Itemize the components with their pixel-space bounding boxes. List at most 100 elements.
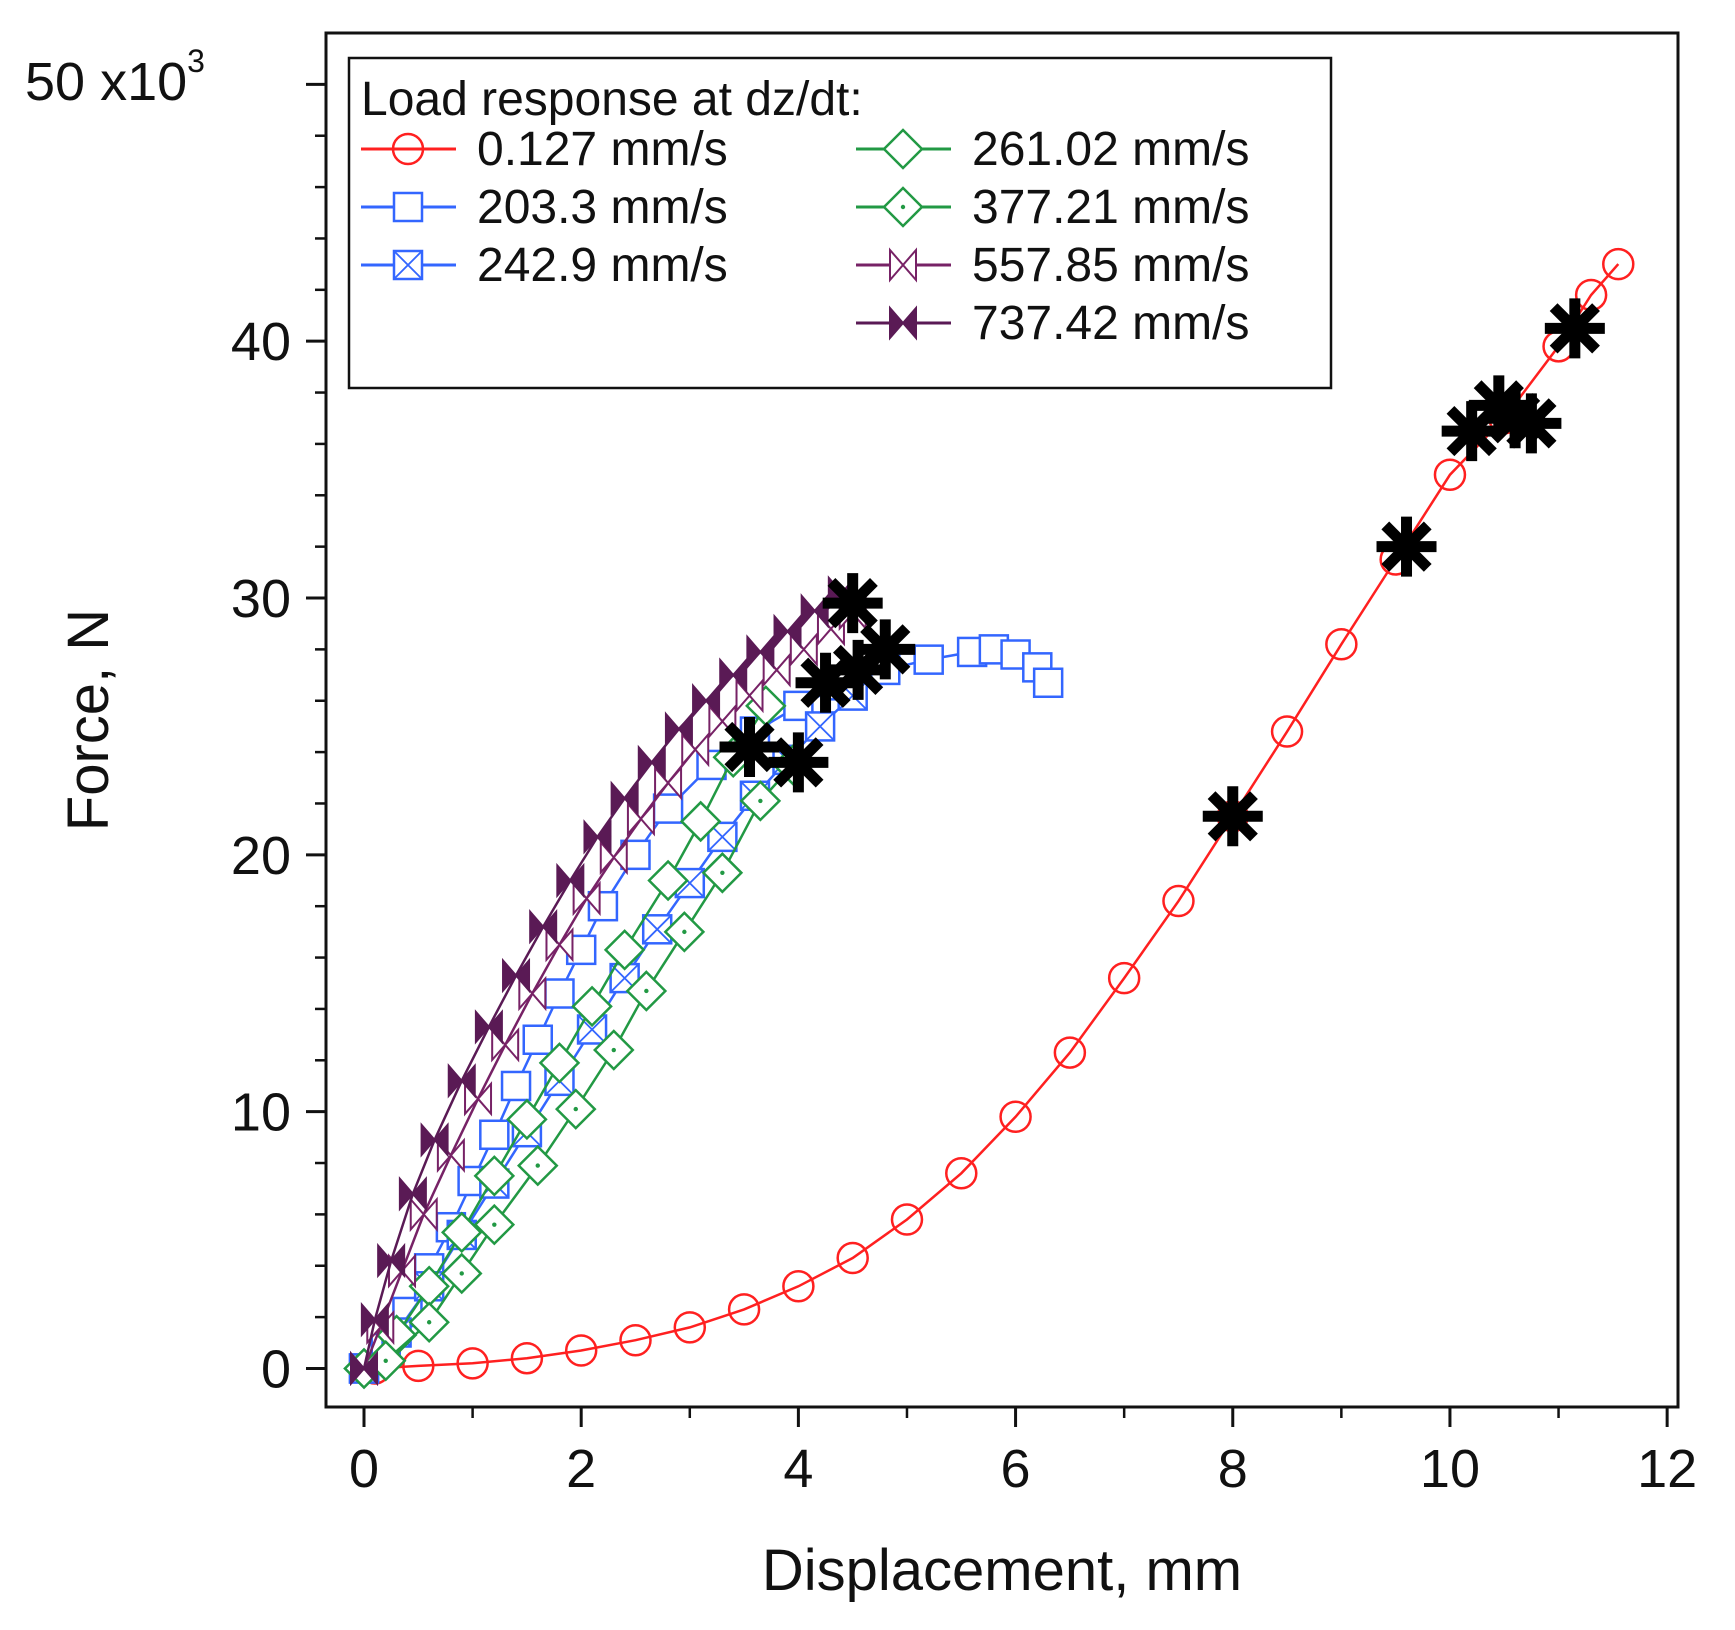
- data-point: [510, 1341, 544, 1375]
- data-point: [1107, 961, 1141, 995]
- x-tick-label: 8: [1218, 1439, 1248, 1499]
- x-axis-title: Displacement, mm: [762, 1538, 1242, 1603]
- data-point: [1053, 1036, 1087, 1069]
- axis-layer: 0 2 4 6 8 10 12 0 10 20 30 40: [231, 82, 1697, 1499]
- data-point: [999, 1100, 1032, 1134]
- data-point: [654, 765, 683, 801]
- series-1: [358, 247, 1635, 1385]
- data-point: [603, 929, 646, 971]
- data-point: [516, 1144, 559, 1187]
- data-point: [1162, 884, 1195, 918]
- y-axis-scale-label: 50 x103: [25, 43, 205, 112]
- data-point: [739, 780, 782, 822]
- y-tick-label: 30: [231, 569, 291, 629]
- legend-item: 0.127 mm/s: [361, 123, 728, 176]
- y-tick-label: 10: [231, 1083, 291, 1143]
- legend-item: 377.21 mm/s: [856, 181, 1249, 234]
- data-point: [544, 978, 575, 1009]
- failure-markers: [719, 298, 1605, 847]
- data-point: [626, 801, 655, 837]
- legend-swatch-marker: [392, 249, 424, 281]
- data-point: [804, 711, 836, 742]
- x-tick-label: 6: [1001, 1439, 1031, 1499]
- legend-item: 737.42 mm/s: [856, 297, 1249, 350]
- data-point: [538, 1042, 581, 1084]
- data-point: [913, 644, 944, 675]
- data-point: [500, 1070, 532, 1102]
- data-point: [556, 862, 585, 899]
- data-point: [681, 731, 710, 768]
- data-point: [377, 1242, 406, 1279]
- data-point: [664, 711, 693, 747]
- data-point: [522, 1024, 554, 1055]
- data-point: [506, 1098, 548, 1141]
- legend-swatch-marker: [882, 186, 924, 228]
- data-point: [773, 613, 802, 650]
- data-point: [890, 1203, 924, 1236]
- data-point: [408, 1301, 450, 1344]
- data-point: [583, 819, 612, 855]
- y-axis-title: Force, N: [56, 609, 121, 831]
- data-layer: [343, 247, 1635, 1390]
- data-point: [663, 911, 706, 953]
- data-point: [1032, 667, 1064, 699]
- data-point: [625, 970, 668, 1012]
- failure-marker: [719, 716, 780, 777]
- data-point: [599, 839, 628, 876]
- legend-label: 557.85 mm/s: [972, 239, 1249, 292]
- y-tick-label: 40: [231, 312, 291, 372]
- failure-marker: [822, 573, 883, 634]
- failure-marker: [855, 619, 916, 680]
- data-point: [402, 1349, 435, 1383]
- data-point: [529, 909, 558, 945]
- legend-label: 242.9 mm/s: [477, 239, 728, 292]
- y-axis-scale-base: 50 x10: [25, 52, 187, 112]
- data-point: [727, 1293, 761, 1326]
- data-point: [456, 1347, 489, 1380]
- data-point: [593, 1029, 635, 1071]
- data-point: [800, 593, 829, 629]
- legend-item: 242.9 mm/s: [361, 239, 728, 292]
- legend-item: 203.3 mm/s: [361, 181, 728, 234]
- data-point: [692, 683, 721, 719]
- failure-marker: [1441, 401, 1502, 462]
- data-point: [836, 1241, 869, 1275]
- legend-item: 261.02 mm/s: [856, 123, 1249, 176]
- legend-label: 261.02 mm/s: [972, 123, 1249, 176]
- data-point: [782, 1270, 815, 1303]
- legend-swatch-marker: [392, 191, 424, 223]
- data-point: [1270, 715, 1304, 748]
- legend-item: 557.85 mm/s: [856, 239, 1249, 292]
- x-tick-label: 0: [349, 1439, 379, 1499]
- data-point: [652, 793, 684, 824]
- data-point: [945, 1157, 978, 1190]
- legend-label: 737.42 mm/s: [972, 297, 1249, 350]
- legend-swatch-marker: [889, 305, 917, 341]
- data-point: [735, 677, 764, 714]
- data-point: [398, 1176, 427, 1212]
- failure-marker: [768, 732, 829, 793]
- x-tick-label: 2: [566, 1439, 596, 1499]
- failure-marker: [1376, 516, 1437, 577]
- x-tick-label: 12: [1637, 1439, 1697, 1499]
- data-point: [673, 1311, 707, 1344]
- data-point: [701, 852, 744, 894]
- data-point: [409, 1196, 438, 1233]
- data-point: [1325, 627, 1358, 661]
- x-tick-label: 4: [783, 1439, 813, 1499]
- data-point: [679, 800, 722, 843]
- data-point: [554, 1088, 597, 1130]
- failure-marker: [1202, 786, 1263, 847]
- legend-label: 203.3 mm/s: [477, 181, 728, 234]
- data-point: [564, 1334, 598, 1367]
- data-point: [647, 859, 689, 902]
- legend-box: [347, 56, 1333, 390]
- data-point: [502, 957, 531, 994]
- legend-title: Load response at dz/dt:: [361, 73, 863, 126]
- legend-swatch-marker: [889, 247, 917, 283]
- x-tick-label: 10: [1420, 1439, 1480, 1499]
- data-point: [440, 1211, 483, 1254]
- data-point: [1433, 458, 1467, 491]
